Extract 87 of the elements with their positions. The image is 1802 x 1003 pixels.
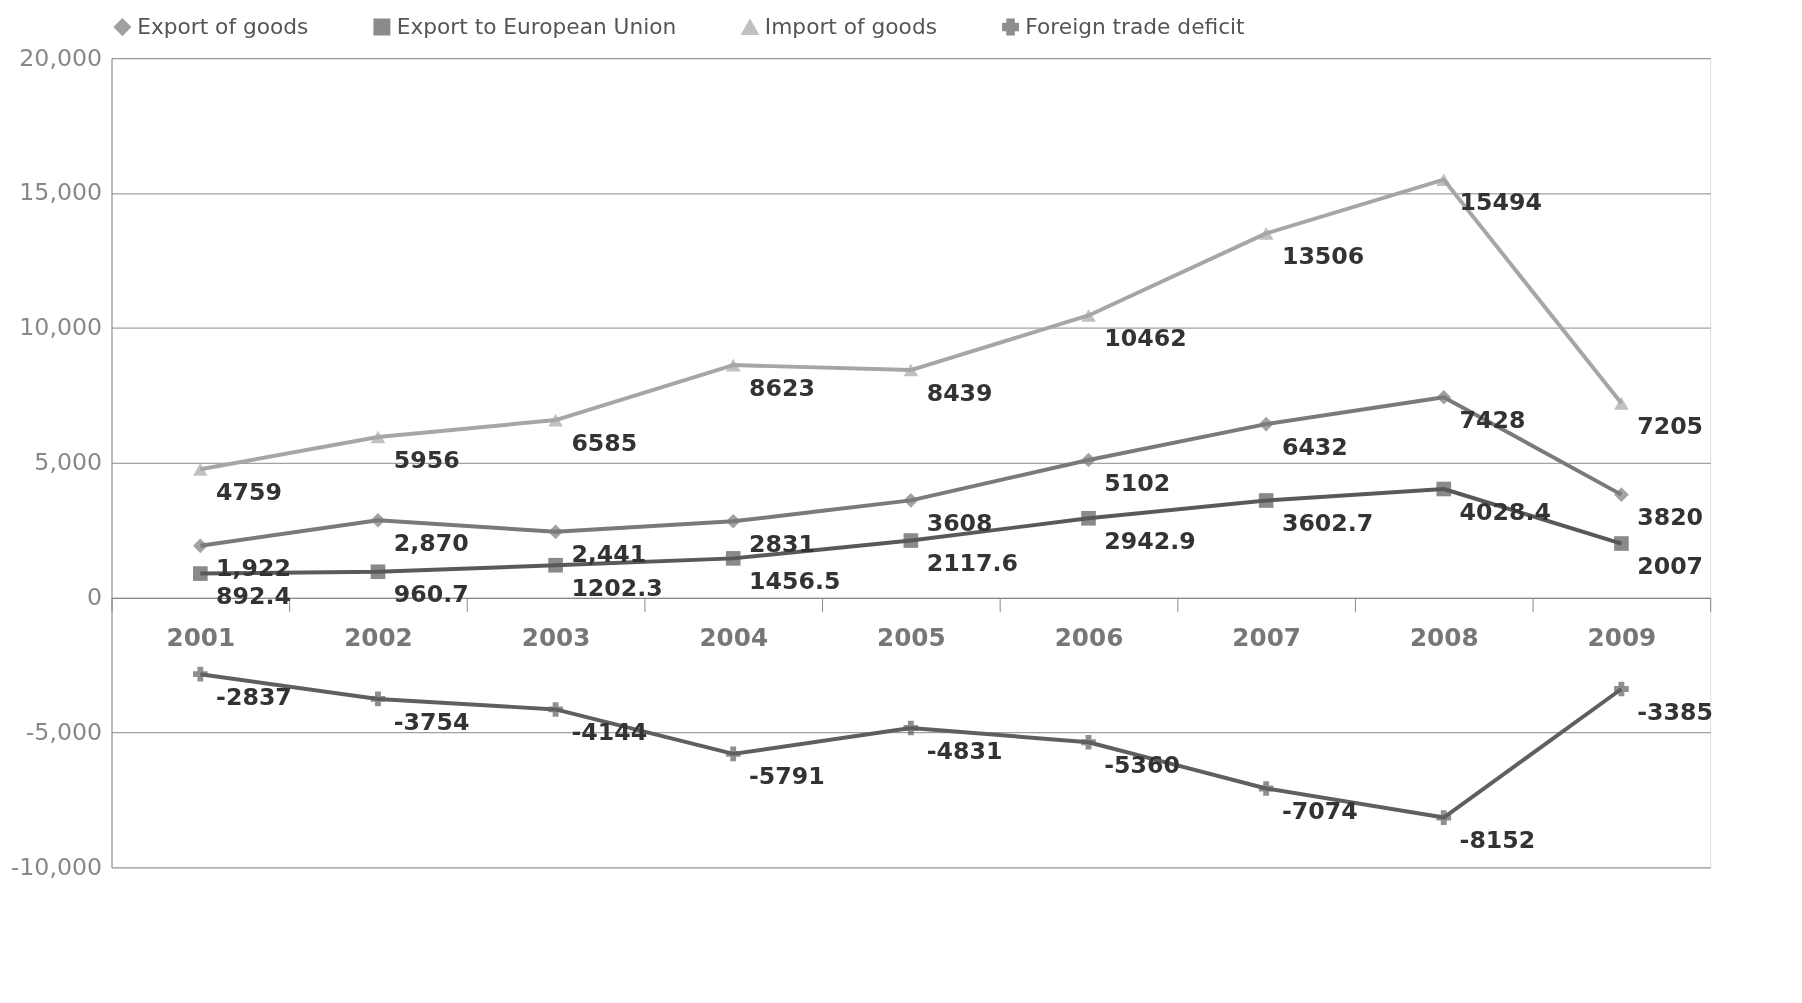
point: [548, 413, 563, 427]
x-tick-label: 2008: [1409, 622, 1479, 652]
point: [193, 566, 208, 581]
point: [1614, 536, 1629, 551]
point: [370, 691, 386, 707]
data-label: 8439: [926, 378, 993, 407]
data-label: 2942.9: [1104, 526, 1196, 555]
point: [1081, 734, 1096, 750]
data-label: 2831: [749, 529, 815, 558]
point: [725, 513, 741, 529]
point: [1081, 309, 1096, 322]
data-label: -8152: [1459, 826, 1536, 855]
point: [1436, 389, 1452, 405]
legend-label: Import of goods: [764, 14, 937, 40]
point: [725, 746, 741, 762]
data-label: 10462: [1104, 324, 1187, 353]
data-label: -3385: [1637, 697, 1713, 726]
y-tick-label: 10,000: [19, 313, 103, 342]
point: [1614, 396, 1629, 410]
data-label: 3602.7: [1281, 509, 1374, 538]
x-tick-label: 2004: [699, 622, 769, 652]
y-tick-label: 0: [87, 583, 103, 612]
x-tick-label: 2005: [877, 622, 946, 652]
data-label: -5791: [749, 762, 825, 791]
data-label: -7074: [1281, 797, 1358, 826]
data-label: 5956: [393, 445, 460, 474]
data-label: 7205: [1637, 411, 1704, 440]
point: [903, 533, 919, 548]
data-label: 6585: [571, 428, 638, 457]
point: [370, 430, 386, 444]
data-label: 2,441: [571, 540, 647, 569]
data-label: 3608: [926, 508, 993, 537]
point: [193, 666, 208, 682]
point: [1614, 487, 1629, 502]
data-label: 6432: [1281, 432, 1348, 461]
point: [548, 702, 563, 717]
y-tick-label: 15,000: [19, 178, 103, 207]
data-label: 4759: [216, 477, 283, 506]
x-tick-label: 2001: [166, 622, 236, 652]
y-tick-label: -10,000: [10, 852, 103, 881]
data-label: -2837: [216, 682, 292, 711]
point: [903, 720, 919, 736]
point: [193, 462, 208, 476]
data-label: -4144: [571, 718, 648, 747]
data-label: 2007: [1637, 552, 1704, 581]
point: [1258, 227, 1274, 240]
x-tick-label: 2007: [1232, 622, 1301, 652]
x-tick-label: 2003: [521, 622, 591, 652]
point: [1081, 510, 1096, 526]
point: [1258, 493, 1274, 508]
point: [903, 363, 919, 377]
data-label: 1456.5: [749, 566, 841, 595]
x-tick-label: 2006: [1054, 622, 1124, 652]
x-tick-label: 2009: [1587, 622, 1657, 652]
data-label: 2,870: [393, 528, 469, 557]
data-label: -3754: [393, 707, 470, 736]
data-label: 2117.6: [926, 549, 1019, 578]
data-label: -5360: [1104, 750, 1181, 779]
point: [725, 551, 741, 566]
legend-label: Foreign trade deficit: [1025, 13, 1245, 39]
data-label: -4831: [926, 736, 1003, 765]
point: [1258, 781, 1274, 796]
data-label: 15494: [1459, 188, 1542, 217]
point: [903, 493, 919, 508]
point: [1436, 173, 1452, 187]
point: [548, 557, 563, 573]
point: [725, 358, 741, 372]
x-tick-label: 2002: [344, 622, 413, 652]
data-label: 13506: [1281, 241, 1365, 270]
point: [548, 524, 563, 540]
point: [193, 538, 208, 554]
legend-label: Export to European Union: [396, 13, 677, 39]
point: [1436, 810, 1452, 825]
data-label: 3820: [1637, 503, 1704, 532]
point: [1614, 681, 1629, 697]
y-tick-label: 5,000: [34, 448, 103, 477]
point: [1436, 481, 1452, 497]
point: [1258, 416, 1274, 432]
data-label: 1202.3: [571, 573, 663, 602]
data-label: 5102: [1104, 468, 1171, 497]
legend-label: Export of goods: [137, 13, 309, 39]
point: [370, 564, 386, 580]
point: [370, 512, 386, 528]
point: [1081, 452, 1096, 468]
y-tick-label: 20,000: [19, 43, 103, 72]
data-label: 8623: [749, 373, 815, 402]
y-tick-label: -5,000: [25, 717, 103, 746]
